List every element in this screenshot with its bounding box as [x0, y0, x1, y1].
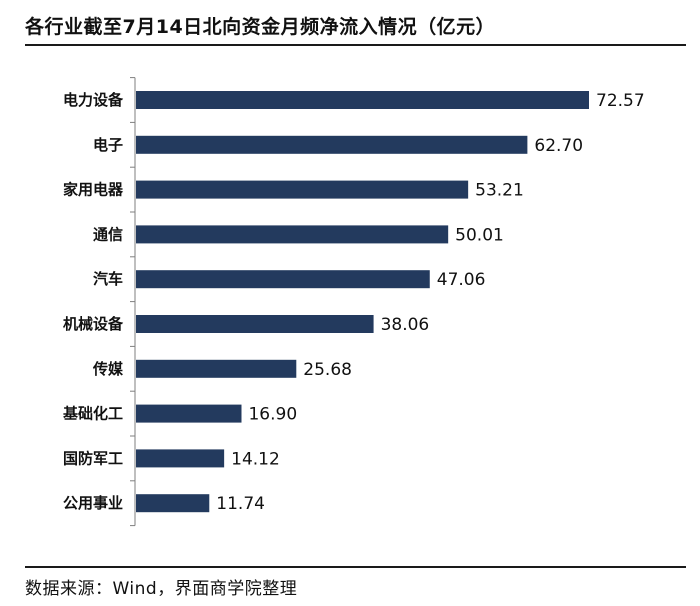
value-label: 72.57 — [596, 91, 645, 111]
category-label: 电子 — [93, 136, 123, 154]
bar-9 — [136, 494, 210, 513]
category-label: 电力设备 — [63, 91, 124, 109]
bar-5 — [136, 315, 374, 333]
category-label: 基础化工 — [62, 405, 123, 423]
footer-divider — [25, 566, 686, 568]
value-label: 53.21 — [475, 181, 524, 201]
bar-1 — [136, 135, 528, 154]
bar-2 — [136, 180, 469, 199]
value-label: 14.12 — [231, 449, 280, 469]
source-note: 数据来源：Wind，界面商学院整理 — [25, 579, 298, 599]
bar-6 — [136, 359, 297, 378]
bar-3 — [136, 225, 449, 244]
value-label: 62.70 — [534, 136, 583, 156]
value-label: 38.06 — [381, 315, 430, 335]
bar-4 — [136, 270, 430, 289]
bar-chart: 电力设备 72.57 电子 62.70 家用电器 53.21 通信 50.01 汽车 47.06 机… — [62, 77, 645, 527]
bar-7 — [136, 404, 242, 423]
value-label: 11.74 — [216, 494, 265, 514]
value-label: 16.90 — [248, 405, 297, 425]
value-label: 50.01 — [455, 225, 504, 245]
category-label: 国防军工 — [63, 449, 123, 467]
category-label: 通信 — [93, 225, 123, 243]
category-label: 机械设备 — [63, 315, 124, 333]
chart-title: 各行业截至7月14日北向资金月频净流入情况（亿元） — [25, 16, 496, 38]
category-label: 公用事业 — [63, 494, 123, 512]
bar-8 — [136, 449, 225, 468]
bar-0 — [136, 91, 589, 109]
title-divider — [25, 44, 686, 46]
category-label: 汽车 — [93, 270, 123, 288]
value-label: 25.68 — [303, 360, 352, 380]
category-label: 传媒 — [92, 360, 124, 378]
value-label: 47.06 — [437, 270, 486, 290]
category-label: 家用电器 — [63, 181, 124, 199]
